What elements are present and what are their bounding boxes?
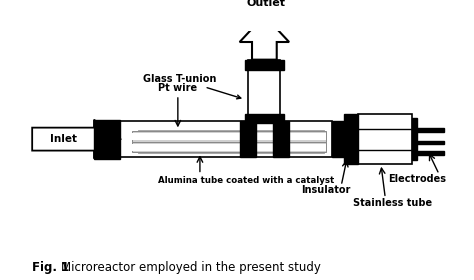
Bar [358,115,412,164]
Text: Alumina tube coated with a catalyst: Alumina tube coated with a catalyst [158,176,335,185]
Bar [248,60,280,123]
Bar [132,144,326,151]
Text: Fig. 1: Fig. 1 [32,261,69,274]
Bar [344,115,358,164]
Bar [273,122,289,157]
Bar [240,122,255,157]
Polygon shape [240,15,289,60]
Text: Glass T-union: Glass T-union [143,74,241,99]
Bar [417,151,444,155]
Bar [412,118,417,160]
Text: Microreactor employed in the present study: Microreactor employed in the present stu… [61,261,321,274]
Text: Outlet: Outlet [246,0,286,8]
Bar [417,141,444,144]
Bar [120,122,332,157]
Text: Stainless tube: Stainless tube [353,198,432,208]
Bar [132,133,326,140]
Bar [132,142,326,152]
Bar [132,131,326,142]
Bar [245,115,284,123]
Bar [245,60,284,70]
Polygon shape [32,120,120,158]
Bar [417,128,444,132]
Bar [94,120,120,158]
Text: Pt wire: Pt wire [158,83,198,93]
Text: Inlet: Inlet [50,134,77,144]
Text: Electrodes: Electrodes [388,174,446,184]
Bar [332,122,350,157]
Text: Insulator: Insulator [301,185,351,195]
